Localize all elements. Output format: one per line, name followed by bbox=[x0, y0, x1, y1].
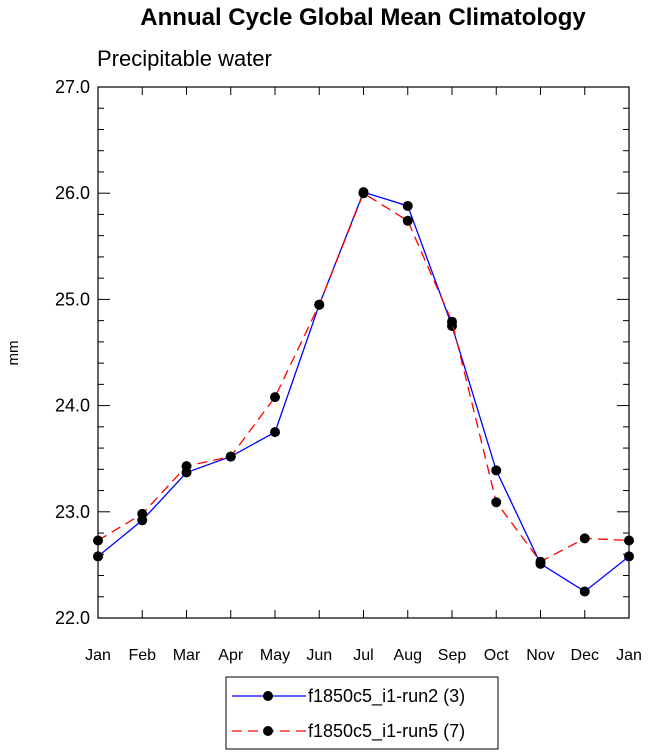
series-1-point bbox=[579, 586, 590, 597]
series-line-2 bbox=[97, 192, 630, 563]
y-tick-label: 22.0 bbox=[55, 608, 90, 628]
series-2-point bbox=[137, 508, 148, 519]
series-2-point bbox=[535, 556, 546, 567]
x-tick-label: Nov bbox=[526, 647, 554, 664]
y-tick-label: 26.0 bbox=[55, 183, 90, 203]
series-2-point bbox=[270, 392, 280, 403]
plot-frame bbox=[97, 86, 630, 619]
series-2-point bbox=[579, 533, 590, 544]
x-tick-label: May bbox=[260, 647, 290, 664]
series-2-point bbox=[624, 535, 634, 546]
legend: f1850c5_i1-run2 (3) f1850c5_i1-run5 (7) bbox=[225, 676, 499, 750]
series-1-point bbox=[402, 200, 413, 211]
series-2-point bbox=[402, 215, 413, 226]
series-1-point bbox=[270, 427, 280, 438]
y-tick-label: 23.0 bbox=[55, 502, 90, 522]
y-axis-label: mm bbox=[5, 341, 22, 366]
series-2-point bbox=[225, 451, 236, 462]
x-tick-label: Jun bbox=[306, 647, 332, 664]
legend-label-series-2: f1850c5_i1-run5 (7) bbox=[308, 721, 465, 742]
legend-box bbox=[225, 676, 499, 750]
series-line-1 bbox=[97, 191, 630, 593]
series-2-point bbox=[93, 535, 103, 546]
x-tick-label: Mar bbox=[173, 647, 201, 664]
series-layer bbox=[93, 187, 634, 597]
series-2-point bbox=[181, 461, 192, 472]
ticks-layer: Jan Feb Mar Apr May Jun Jul Aug Sep Oct Nov Dec Jan 2… bbox=[55, 77, 642, 664]
x-tick-label: Feb bbox=[128, 647, 156, 664]
x-tick-label: Jan bbox=[85, 647, 111, 664]
series-2-point bbox=[491, 497, 502, 508]
x-tick-label: Sep bbox=[438, 647, 467, 664]
series-2-point bbox=[314, 299, 325, 310]
chart-subtitle: Precipitable water bbox=[97, 46, 272, 71]
series-1-point bbox=[491, 465, 502, 476]
x-tick-label: Jul bbox=[353, 647, 373, 664]
series-1-point bbox=[624, 551, 634, 562]
x-tick-label: Oct bbox=[484, 647, 509, 664]
y-tick-label: 27.0 bbox=[55, 77, 90, 97]
x-tick-label: Jan bbox=[616, 647, 642, 664]
legend-marker-series-1 bbox=[263, 691, 273, 701]
chart-title: Annual Cycle Global Mean Climatology bbox=[140, 4, 586, 31]
x-tick-label: Aug bbox=[394, 647, 422, 664]
x-tick-label: Dec bbox=[571, 647, 599, 664]
legend-label-series-1: f1850c5_i1-run2 (3) bbox=[308, 686, 465, 707]
y-tick-label: 24.0 bbox=[55, 396, 90, 416]
y-tick-label: 25.0 bbox=[55, 289, 90, 309]
x-tick-label: Apr bbox=[218, 647, 244, 664]
series-2-point bbox=[447, 316, 457, 327]
legend-marker-series-2 bbox=[263, 726, 273, 736]
series-2-point bbox=[358, 188, 369, 199]
series-1-point bbox=[93, 551, 103, 562]
